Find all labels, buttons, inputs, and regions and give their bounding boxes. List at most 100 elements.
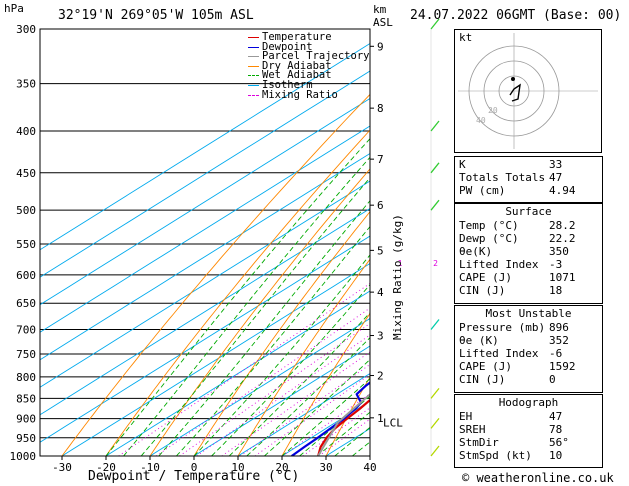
wind-barb bbox=[430, 162, 440, 174]
hodograph-ring-label: 40 bbox=[476, 116, 486, 125]
legend-swatch bbox=[248, 56, 259, 58]
mixing-ratio-line bbox=[221, 351, 370, 456]
surface-key: CIN (J) bbox=[459, 284, 506, 297]
plot-frame bbox=[39, 28, 371, 457]
hodograph-index-value: 56° bbox=[549, 436, 569, 449]
surface-row: Dewp (°C) 22.2 bbox=[459, 232, 598, 245]
legend-item: Temperature bbox=[248, 31, 332, 43]
most-unstable-title: Most Unstable bbox=[485, 307, 572, 320]
km-label: km bbox=[373, 3, 387, 16]
wet-adiabat-line bbox=[176, 225, 370, 456]
km-tick-label: 7 bbox=[377, 153, 384, 166]
isotherm-line bbox=[40, 125, 370, 333]
isotherm-line bbox=[40, 207, 370, 416]
pressure-tick-label: 450 bbox=[16, 167, 36, 180]
isotherm-line bbox=[237, 372, 370, 456]
hodograph-ring-label: 20 bbox=[488, 106, 498, 115]
legend-label: Parcel Trajectory bbox=[262, 50, 370, 63]
x-tick-label: -30 bbox=[52, 461, 72, 474]
dry-adiabat-line bbox=[193, 210, 370, 456]
index-value: 47 bbox=[549, 171, 563, 184]
km-tick-label: 9 bbox=[377, 40, 384, 53]
isotherm-line bbox=[40, 42, 370, 251]
dry-adiabat-line bbox=[61, 93, 370, 456]
index-value: 4.94 bbox=[549, 184, 576, 197]
most-unstable-value: -6 bbox=[549, 347, 563, 360]
indices-panel: K 33 Totals Totals 47 PW (cm) 4.94 bbox=[454, 156, 603, 203]
dry-adiabat-line bbox=[105, 129, 370, 456]
most-unstable-key: CIN (J) bbox=[459, 373, 506, 386]
surface-value: 18 bbox=[549, 284, 563, 297]
legend-swatch bbox=[248, 65, 259, 67]
index-row: K 33 bbox=[459, 158, 598, 171]
datetime-title: 24.07.2022 06GMT (Base: 00) bbox=[410, 8, 622, 23]
pressure-tick-label: 900 bbox=[16, 413, 36, 426]
wet-adiabat-line bbox=[105, 138, 370, 456]
asl-label: ASL bbox=[373, 16, 393, 29]
pressure-tick-label: 650 bbox=[16, 297, 36, 310]
surface-key: CAPE (J) bbox=[459, 271, 512, 284]
most-unstable-value: 1592 bbox=[549, 360, 576, 373]
wind-barb bbox=[430, 319, 440, 330]
legend-swatch bbox=[248, 85, 259, 86]
legend-item: Parcel Trajectory bbox=[248, 50, 370, 63]
index-row: PW (cm) 4.94 bbox=[459, 184, 598, 197]
legend-label: Dry Adiabat bbox=[262, 59, 332, 72]
hodograph-index-key: SREH bbox=[459, 423, 486, 436]
most-unstable-key: Pressure (mb) bbox=[459, 321, 546, 334]
wind-barb bbox=[430, 120, 440, 132]
pressure-tick-label: 350 bbox=[16, 78, 36, 91]
km-tick-label: 8 bbox=[377, 102, 384, 115]
x-tick-label: -20 bbox=[96, 461, 116, 474]
surface-panel: Surface Temp (°C) 28.2 Dewp (°C) 22.2 θe(K) 3… bbox=[454, 203, 603, 304]
legend-label: Wet Adiabat bbox=[262, 69, 332, 82]
wind-barb bbox=[430, 18, 440, 30]
legend-item: Dry Adiabat bbox=[248, 59, 332, 72]
pressure-tick-label: 400 bbox=[16, 125, 36, 138]
wind-barb bbox=[430, 445, 440, 457]
isotherm-line bbox=[193, 345, 370, 456]
wet-adiabat-line bbox=[281, 378, 370, 456]
surface-title: Surface bbox=[505, 205, 552, 218]
location-title: 32°19'N 269°05'W 105m ASL bbox=[58, 8, 254, 23]
hodograph-kt-label: kt bbox=[459, 31, 473, 44]
surface-row: CAPE (J) 1071 bbox=[459, 271, 598, 284]
legend-item: Mixing Ratio bbox=[248, 89, 338, 101]
index-key: K bbox=[459, 158, 466, 171]
legend-label: Temperature bbox=[262, 31, 332, 43]
surface-key: Lifted Index bbox=[459, 258, 539, 271]
mixing-ratio-label: 1 bbox=[398, 259, 403, 268]
wind-barb bbox=[430, 387, 440, 399]
hodograph-index-row: EH 47 bbox=[459, 410, 598, 423]
km-tick-label: 1 bbox=[377, 412, 384, 425]
legend-swatch bbox=[248, 94, 259, 96]
km-tick-label: 4 bbox=[377, 286, 384, 299]
legend-label: Dewpoint bbox=[262, 40, 313, 53]
pressure-tick-label: 950 bbox=[16, 432, 36, 445]
pressure-tick-label: 550 bbox=[16, 238, 36, 251]
x-axis-title: Dewpoint / Temperature (°C) bbox=[88, 469, 300, 484]
pressure-tick-label: 750 bbox=[16, 348, 36, 361]
most-unstable-value: 0 bbox=[549, 373, 556, 386]
legend-item: Dewpoint bbox=[248, 40, 313, 53]
hodograph-index-row: StmSpd (kt) 10 bbox=[459, 449, 598, 462]
wet-adiabat-line bbox=[211, 283, 370, 456]
isotherm-line bbox=[149, 317, 370, 456]
legend-swatch bbox=[248, 46, 259, 48]
isotherm-line bbox=[61, 262, 370, 456]
wet-adiabat-line bbox=[264, 358, 370, 456]
km-tick-label: 2 bbox=[377, 370, 384, 383]
km-tick-label: 6 bbox=[377, 199, 384, 212]
mixing-ratio-label: 2 bbox=[433, 259, 438, 268]
wet-adiabat-line bbox=[140, 177, 370, 456]
copyright-text: © weatheronline.co.uk bbox=[462, 471, 614, 485]
wet-adiabat-line bbox=[246, 337, 370, 456]
legend-item: Wet Adiabat bbox=[248, 69, 332, 82]
surface-value: -3 bbox=[549, 258, 563, 271]
hodograph-index-key: EH bbox=[459, 410, 473, 423]
most-unstable-row: Lifted Index -6 bbox=[459, 347, 598, 360]
x-tick-label: 10 bbox=[231, 461, 244, 474]
most-unstable-value: 352 bbox=[549, 334, 569, 347]
